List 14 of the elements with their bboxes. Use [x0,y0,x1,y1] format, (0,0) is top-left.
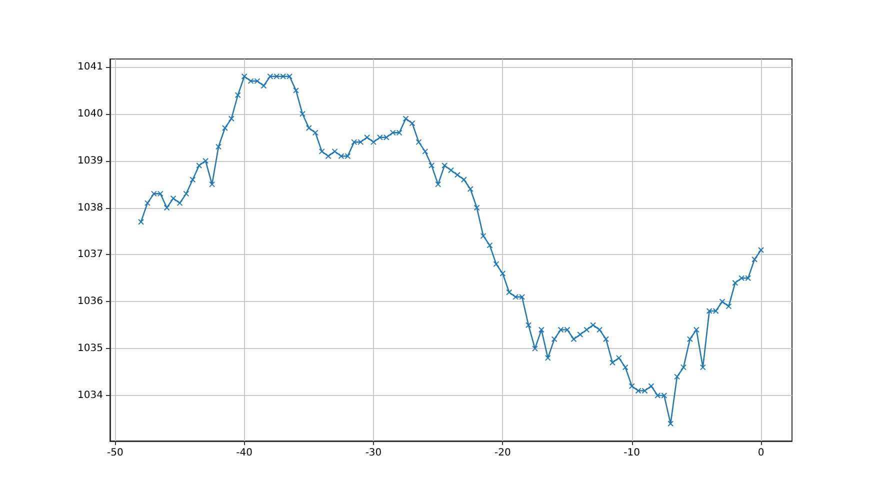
x-tick-label: -20 [494,448,511,458]
x-tick-label: -10 [624,448,640,458]
y-tick-label: 1035 [78,343,103,354]
y-tick-label: 1041 [78,61,103,72]
y-tick-label: 1040 [78,108,103,120]
x-tick-label: -50 [106,448,124,458]
y-tick-label: 1036 [78,296,103,308]
y-tick-label: 1034 [78,390,103,401]
y-tick-label: 1037 [78,249,103,260]
x-tick-label: -30 [365,448,382,458]
x-tick-label: 0 [758,448,764,458]
y-tick-label: 1039 [78,155,103,166]
y-tick-label: 1038 [78,202,103,214]
x-tick-label: -40 [236,448,253,458]
